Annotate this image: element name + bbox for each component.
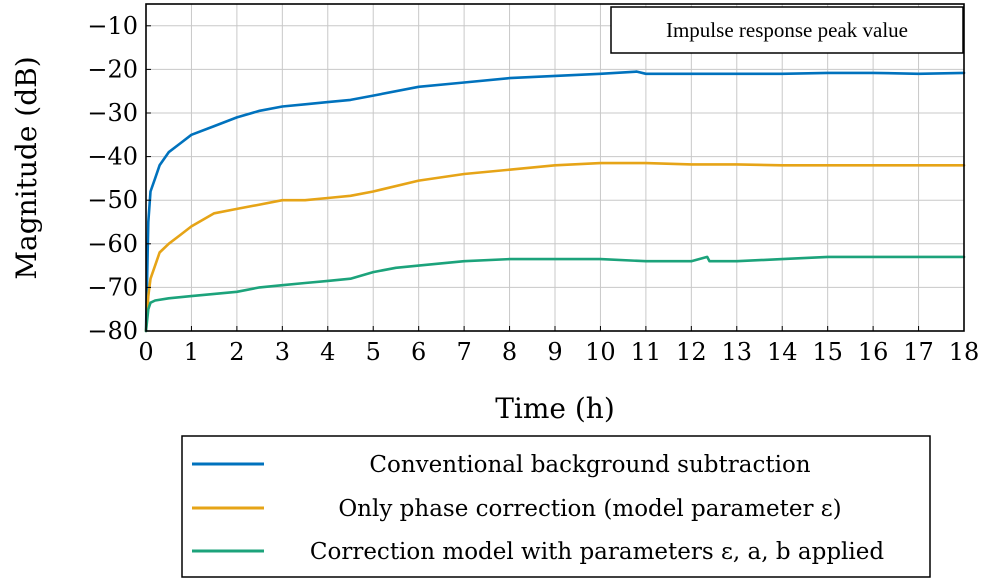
y-tick-label--30: −30	[87, 99, 138, 127]
x-tick-label-4: 4	[320, 338, 335, 366]
x-tick-label-5: 5	[366, 338, 381, 366]
tick-labels: 0 1 2 3 4 5 6 7 8 9 10 11 12 13 14 15 16 17 18−10−20−30−40…	[87, 12, 979, 366]
x-tick-label-3: 3	[275, 338, 290, 366]
series-line-conventional	[144, 70, 966, 333]
y-tick-label--50: −50	[87, 186, 138, 214]
x-tick-label-17: 17	[903, 338, 934, 366]
annotation-text: Impulse response peak value	[666, 18, 908, 42]
y-tick-label--10: −10	[87, 12, 138, 40]
x-tick-label-2: 2	[229, 338, 244, 366]
legend-frame	[181, 435, 931, 578]
x-tick-label-13: 13	[722, 338, 753, 366]
legend: Conventional background subtraction Only…	[181, 435, 931, 578]
x-tick-label-16: 16	[858, 338, 889, 366]
annotation-frame	[610, 6, 964, 54]
x-tick-label-15: 15	[812, 338, 843, 366]
legend-label-phase: Only phase correction (model parameter ε…	[338, 496, 841, 522]
x-tick-label-6: 6	[411, 338, 426, 366]
y-tick-label--60: −60	[87, 230, 138, 258]
x-tick-label-11: 11	[631, 338, 662, 366]
y-axis-label: Magnitude (dB)	[10, 56, 43, 279]
x-tick-label-9: 9	[547, 338, 562, 366]
series-line-phase-correction	[144, 161, 966, 333]
y-tick-label--20: −20	[87, 55, 138, 83]
x-tick-label-1: 1	[184, 338, 199, 366]
x-tick-label-18: 18	[949, 338, 980, 366]
y-tick-label--70: −70	[87, 273, 138, 301]
x-tick-label-8: 8	[502, 338, 517, 366]
series-group	[144, 70, 966, 333]
series-line-full-model	[144, 255, 966, 333]
y-tick-label--80: −80	[87, 317, 138, 345]
x-tick-label-0: 0	[138, 338, 153, 366]
annotation-box: Impulse response peak value	[610, 6, 964, 54]
x-tick-label-14: 14	[767, 338, 798, 366]
x-tick-label-10: 10	[585, 338, 616, 366]
legend-label-conventional: Conventional background subtraction	[369, 452, 810, 478]
x-tick-label-7: 7	[456, 338, 471, 366]
y-tick-label--40: −40	[87, 143, 138, 171]
x-tick-label-12: 12	[676, 338, 707, 366]
legend-label-full-model: Correction model with parameters ε, a, b…	[310, 539, 884, 565]
x-axis-label: Time (h)	[495, 392, 615, 425]
